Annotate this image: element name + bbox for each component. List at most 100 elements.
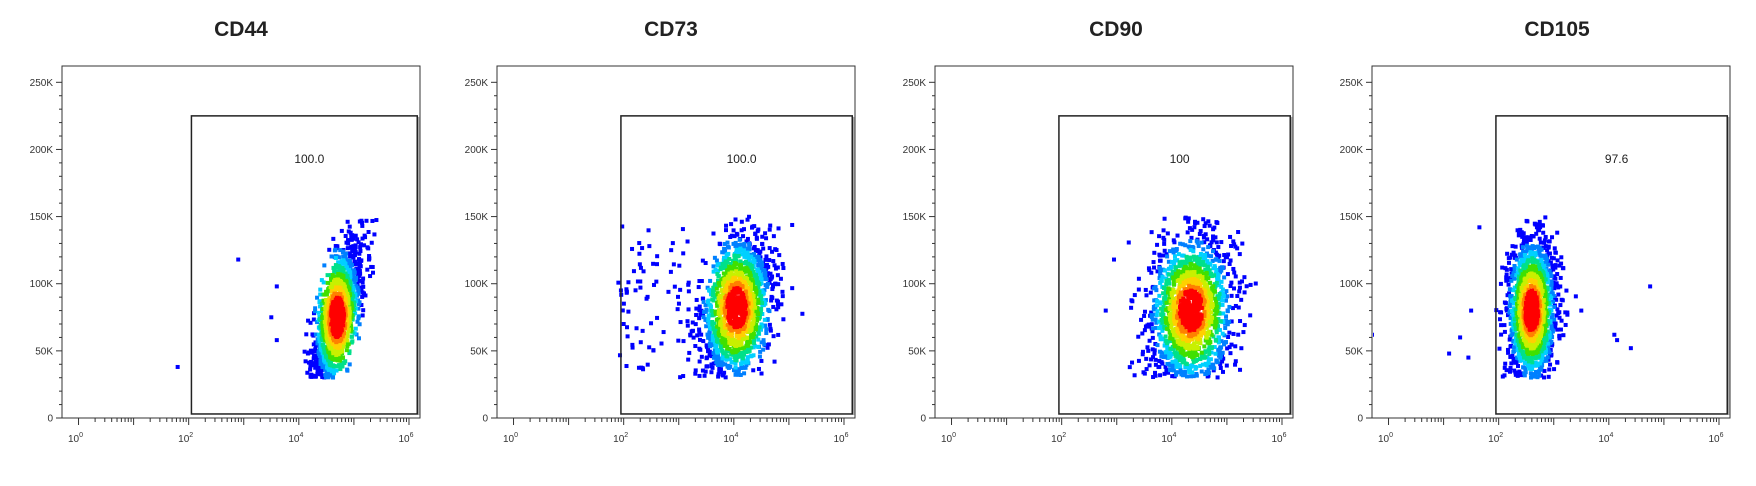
gate-rectangle[interactable] bbox=[190, 115, 418, 415]
event-dot bbox=[332, 280, 337, 285]
event-dot bbox=[1189, 307, 1194, 312]
event-dot bbox=[319, 278, 324, 283]
event-dot bbox=[637, 241, 642, 246]
event-dot bbox=[1112, 257, 1116, 262]
event-dot bbox=[1217, 283, 1222, 288]
gate-rectangle[interactable] bbox=[1058, 115, 1291, 415]
event-dot bbox=[773, 266, 778, 271]
event-dot bbox=[1181, 253, 1186, 258]
event-dot bbox=[738, 259, 743, 264]
event-dot bbox=[707, 288, 712, 293]
event-dot bbox=[313, 373, 318, 378]
event-dot bbox=[318, 292, 323, 297]
event-dot bbox=[1221, 294, 1226, 299]
event-dot bbox=[767, 322, 772, 327]
event-dot bbox=[308, 320, 313, 325]
event-dot bbox=[712, 294, 717, 299]
event-dot bbox=[1149, 310, 1154, 315]
event-dot bbox=[1194, 371, 1199, 376]
event-dot bbox=[1149, 357, 1154, 362]
event-dot bbox=[737, 327, 742, 332]
event-dot bbox=[763, 283, 768, 288]
event-dot bbox=[631, 269, 636, 274]
event-dot bbox=[308, 367, 313, 372]
event-dot bbox=[1172, 254, 1177, 259]
event-dot bbox=[1205, 304, 1210, 309]
event-dot bbox=[1200, 277, 1205, 282]
event-dot bbox=[745, 236, 750, 241]
event-dot bbox=[712, 348, 717, 353]
event-dot bbox=[780, 294, 785, 299]
event-dot bbox=[1182, 358, 1187, 363]
event-dot bbox=[1175, 333, 1180, 338]
event-dot bbox=[1228, 258, 1233, 263]
event-dot bbox=[1149, 230, 1154, 235]
event-dot bbox=[317, 336, 322, 341]
event-dot bbox=[1171, 250, 1176, 255]
event-dot bbox=[711, 312, 716, 317]
event-dot bbox=[1180, 260, 1185, 265]
event-dot bbox=[1162, 241, 1167, 246]
event-dot bbox=[686, 289, 691, 294]
event-dot bbox=[348, 275, 353, 280]
event-dot bbox=[687, 350, 692, 355]
panel-title: CD73 bbox=[644, 18, 698, 41]
event-dot bbox=[1181, 356, 1186, 361]
event-dot bbox=[1184, 302, 1189, 307]
event-dot bbox=[1173, 353, 1178, 358]
event-dot bbox=[360, 313, 365, 318]
event-dot bbox=[720, 372, 725, 377]
event-dot bbox=[1177, 273, 1182, 278]
event-dot bbox=[739, 351, 744, 356]
event-dot bbox=[1199, 350, 1204, 355]
event-dot bbox=[746, 258, 751, 263]
event-dot bbox=[1192, 341, 1197, 346]
event-dot bbox=[1205, 237, 1210, 242]
event-dot bbox=[733, 278, 738, 283]
event-dot bbox=[770, 249, 775, 254]
event-dot bbox=[368, 274, 373, 279]
event-dot bbox=[311, 317, 316, 322]
event-dot bbox=[725, 354, 730, 359]
event-dot bbox=[1153, 285, 1158, 290]
event-dot bbox=[356, 289, 361, 294]
event-dot bbox=[1228, 284, 1233, 289]
event-dot bbox=[1240, 241, 1245, 246]
event-dot bbox=[306, 350, 311, 355]
event-dot bbox=[347, 260, 352, 265]
event-dot bbox=[724, 228, 729, 233]
event-dot bbox=[739, 228, 744, 233]
event-dot bbox=[340, 250, 345, 255]
event-dot bbox=[1211, 368, 1216, 373]
event-dot bbox=[705, 364, 710, 369]
event-dot bbox=[702, 373, 707, 378]
event-dot bbox=[1207, 223, 1212, 228]
gate-rectangle[interactable] bbox=[620, 115, 853, 415]
event-dot bbox=[709, 370, 714, 375]
event-dot bbox=[630, 246, 635, 251]
event-dot bbox=[269, 315, 274, 320]
event-dot bbox=[361, 276, 366, 281]
event-dot bbox=[694, 297, 699, 302]
events-layer bbox=[616, 214, 805, 380]
event-dot bbox=[736, 351, 741, 356]
event-dot bbox=[1164, 350, 1169, 355]
event-dot bbox=[1208, 305, 1213, 310]
event-dot bbox=[778, 276, 783, 281]
event-dot bbox=[1240, 279, 1245, 284]
event-dot bbox=[1203, 338, 1208, 343]
event-dot bbox=[346, 329, 351, 334]
event-dot bbox=[1217, 310, 1222, 315]
event-dot bbox=[339, 228, 344, 233]
event-dot bbox=[1185, 272, 1190, 277]
event-dot bbox=[718, 267, 723, 272]
event-dot bbox=[725, 288, 730, 293]
event-dot bbox=[1140, 331, 1145, 336]
event-dot bbox=[694, 312, 699, 317]
event-dot bbox=[744, 327, 749, 332]
event-dot bbox=[349, 296, 354, 301]
event-dot bbox=[731, 228, 736, 233]
event-dot bbox=[742, 371, 747, 376]
event-dot bbox=[740, 365, 745, 370]
event-dot bbox=[720, 298, 725, 303]
